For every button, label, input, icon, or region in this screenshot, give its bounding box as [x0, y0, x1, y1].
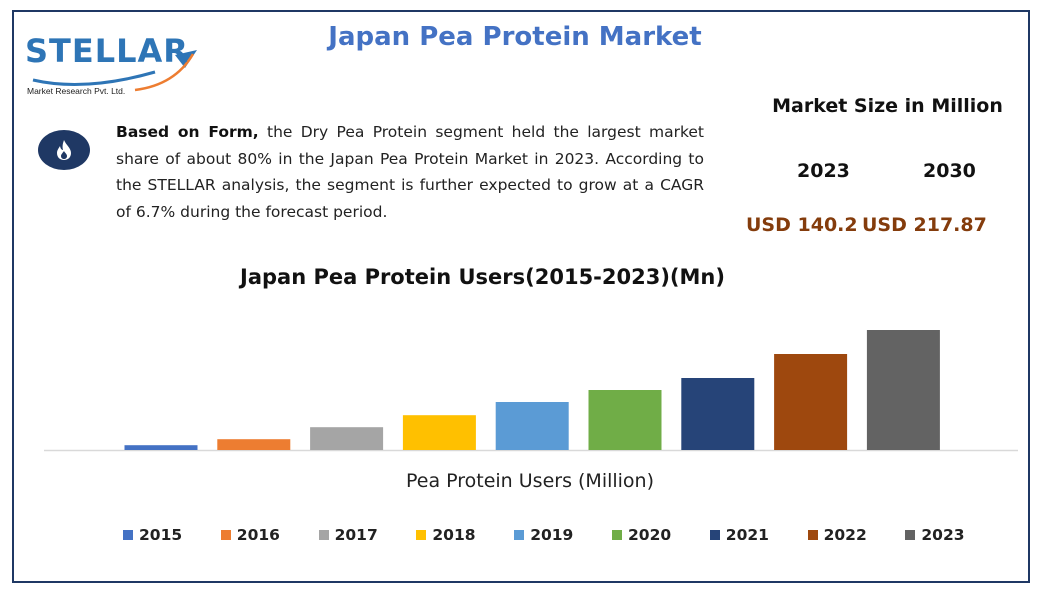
chart-title: Japan Pea Protein Users(2015-2023)(Mn) [240, 265, 725, 289]
bar-2023 [866, 330, 940, 450]
logo-swoosh-icon [32, 50, 197, 92]
legend-item-2019: 2019 [514, 524, 573, 546]
legend-item-2020: 2020 [612, 524, 671, 546]
bar-2015 [124, 445, 198, 450]
description-text: the Dry Pea Protein segment held the lar… [116, 123, 705, 221]
legend-item-2016: 2016 [220, 524, 280, 546]
legend-label-2016: 2016 [236, 526, 280, 544]
logo-subtext: Market Research Pvt. Ltd. [27, 86, 126, 96]
market-size-value-2023: USD 140.2 [746, 214, 858, 236]
bar-2016 [217, 439, 291, 450]
bar-2018 [402, 415, 476, 450]
legend-label-2020: 2020 [628, 526, 672, 544]
legend-swatch-2023 [905, 530, 916, 540]
legend-swatch-2017 [318, 530, 329, 540]
legend-label-2023: 2023 [921, 526, 965, 544]
form-description: Based on Form, the Dry Pea Protein segme… [116, 119, 704, 225]
stellar-logo: STELLAR Market Research Pvt. Ltd. [25, 30, 205, 100]
legend-label-2021: 2021 [725, 526, 769, 544]
logo-text: STELLAR [25, 32, 189, 70]
legend-swatch-2020 [612, 530, 622, 540]
legend-item-2023: 2023 [905, 524, 965, 546]
chart-legend: 2015 2016 2017 2018 2019 2020 2021 2022 2023 [0, 524, 1038, 548]
legend-swatch-2018 [416, 530, 427, 540]
legend-swatch-2016 [220, 530, 231, 540]
legend-label-2019: 2019 [530, 526, 574, 544]
legend-swatch-2021 [709, 530, 720, 540]
page-title: Japan Pea Protein Market [328, 22, 702, 52]
flame-icon [57, 140, 71, 160]
legend-item-2017: 2017 [318, 524, 378, 546]
bar-2021 [681, 378, 755, 450]
bar-2022 [774, 354, 848, 450]
market-size-year-2030: 2030 [923, 160, 976, 182]
legend-item-2015: 2015 [123, 524, 182, 546]
legend-label-2018: 2018 [432, 526, 476, 544]
slide-frame [12, 10, 1030, 583]
legend-item-2021: 2021 [709, 524, 769, 546]
market-size-value-2030: USD 217.87 [862, 214, 987, 236]
legend-item-2018: 2018 [416, 524, 476, 546]
market-size-year-2023: 2023 [797, 160, 850, 182]
legend-label-2022: 2022 [823, 526, 867, 544]
bar-2019 [495, 402, 569, 450]
legend-swatch-2015 [123, 530, 133, 540]
form-badge [38, 130, 90, 170]
legend-item-2022: 2022 [807, 524, 867, 546]
legend-swatch-2019 [514, 530, 525, 540]
bar-2017 [310, 427, 384, 450]
legend-swatch-2022 [807, 530, 818, 540]
x-axis-title: Pea Protein Users (Million) [405, 470, 655, 492]
bar-2020 [588, 390, 662, 450]
description-lead: Based on Form, [116, 123, 259, 141]
market-size-title: Market Size in Million [772, 95, 1003, 117]
legend-label-2015: 2015 [139, 526, 183, 544]
legend-label-2017: 2017 [334, 526, 378, 544]
